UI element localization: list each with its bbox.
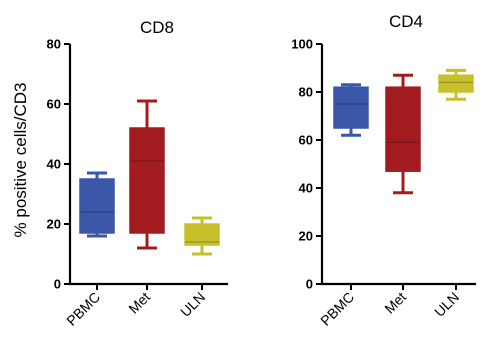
y-tick-label: 60	[47, 97, 61, 112]
box-cd4-pbmc	[333, 83, 369, 137]
x-tick-label-met: Met	[381, 289, 409, 317]
box-cd8-met	[129, 99, 165, 250]
box-cd8-pbmc	[79, 171, 115, 238]
box-iqr	[129, 127, 165, 234]
y-tick-label: 80	[299, 85, 313, 100]
panel-cd4: CD4 0 20 40 60 80 100 PBMC Met ULN	[291, 12, 476, 329]
box-iqr	[184, 223, 220, 246]
box-cd4-met	[385, 73, 421, 195]
y-tick-label: 0	[306, 277, 313, 292]
y-tick-label: 80	[47, 37, 61, 52]
box-cd4-uln	[438, 68, 474, 101]
x-tick-label-uln: ULN	[177, 289, 208, 320]
box-iqr	[333, 86, 369, 129]
box-cd8-uln	[184, 216, 220, 256]
box-iqr	[79, 178, 115, 234]
chart-title-cd8: CD8	[140, 18, 174, 37]
y-tick-label: 60	[299, 133, 313, 148]
x-tick-label-met: Met	[125, 289, 153, 317]
box-iqr	[438, 74, 474, 93]
y-tick-label: 0	[54, 277, 61, 292]
x-tick-label-uln: ULN	[431, 289, 462, 320]
panel-cd8: CD8 0 20 40 60 80 PBMC Met ULN	[47, 18, 228, 329]
y-tick-label: 40	[47, 157, 61, 172]
y-tick-label: 100	[291, 37, 313, 52]
chart-title-cd4: CD4	[389, 12, 423, 31]
y-tick-label: 20	[299, 229, 313, 244]
y-axis-label: % positive cells/CD3	[11, 83, 30, 238]
x-tick-label-pbmc: PBMC	[317, 289, 357, 329]
x-tick-label-pbmc: PBMC	[63, 289, 103, 329]
y-tick-label: 20	[47, 217, 61, 232]
box-iqr	[385, 86, 421, 172]
y-tick-label: 40	[299, 181, 313, 196]
